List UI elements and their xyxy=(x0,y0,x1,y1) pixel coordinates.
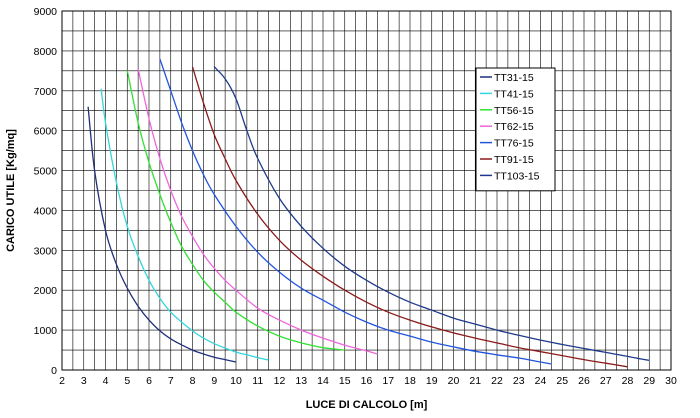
x-axis-title: LUCE DI CALCOLO [m] xyxy=(306,399,428,411)
x-tick-label: 15 xyxy=(339,375,351,387)
x-tick-label: 17 xyxy=(382,375,394,387)
y-tick-label: 3000 xyxy=(34,245,58,257)
x-tick-label: 21 xyxy=(469,375,481,387)
x-tick-label: 6 xyxy=(146,375,152,387)
x-tick-label: 8 xyxy=(190,375,196,387)
y-tick-label: 4000 xyxy=(34,205,58,217)
y-tick-label: 0 xyxy=(51,365,57,377)
legend-label: TT103-15 xyxy=(494,170,540,182)
y-tick-label: 5000 xyxy=(34,166,58,178)
x-tick-label: 3 xyxy=(81,375,87,387)
legend-box xyxy=(475,67,556,192)
x-tick-label: 26 xyxy=(578,375,590,387)
x-tick-label: 20 xyxy=(448,375,460,387)
y-tick-label: 1000 xyxy=(34,325,58,337)
x-tick-label: 4 xyxy=(103,375,109,387)
y-tick-labels: 0 1000 2000 3000 4000 5000 6000 7000 8000 9000 xyxy=(34,6,58,377)
x-tick-label: 16 xyxy=(361,375,373,387)
y-tick-label: 9000 xyxy=(34,6,58,18)
x-tick-label: 19 xyxy=(426,375,438,387)
x-tick-label: 7 xyxy=(168,375,174,387)
legend-label: TT76-15 xyxy=(494,138,534,150)
x-tick-label: 29 xyxy=(643,375,655,387)
series-line-tt41-15 xyxy=(100,88,269,361)
x-tick-label: 30 xyxy=(665,375,677,387)
series-line-tt103-15 xyxy=(213,66,650,362)
x-tick-label: 22 xyxy=(491,375,503,387)
series-line-tt31-15 xyxy=(87,106,237,363)
x-tick-label: 14 xyxy=(317,375,329,387)
x-tick-label: 9 xyxy=(211,375,217,387)
x-tick-label: 18 xyxy=(404,375,416,387)
plot-frame xyxy=(61,10,672,371)
x-tick-label: 13 xyxy=(295,375,307,387)
series-line-tt56-15 xyxy=(126,70,345,351)
y-tick-label: 8000 xyxy=(34,46,58,58)
legend-label: TT62-15 xyxy=(494,121,534,133)
x-tick-label: 12 xyxy=(274,375,286,387)
legend-label: TT41-15 xyxy=(494,88,534,100)
x-tick-label: 23 xyxy=(513,375,525,387)
x-tick-label: 24 xyxy=(535,375,547,387)
y-tick-label: 6000 xyxy=(34,126,58,138)
legend: TT31-15 TT41-15 TT56-15 TT62-15 TT76-15 TT91-… xyxy=(475,67,556,192)
legend-label: TT91-15 xyxy=(494,154,534,166)
x-tick-label: 2 xyxy=(59,375,65,387)
x-tick-label: 10 xyxy=(230,375,242,387)
y-tick-label: 7000 xyxy=(34,86,58,98)
x-tick-label: 27 xyxy=(600,375,612,387)
x-tick-label: 11 xyxy=(252,375,263,387)
series-line-tt62-15 xyxy=(137,68,378,355)
x-tick-labels: 2 3 4 5 6 7 8 9 10 11 12 13 14 15 16 17 18 19 20 21 22 23 24 25… xyxy=(59,375,677,387)
x-tick-label: 28 xyxy=(622,375,634,387)
series-line-tt91-15 xyxy=(191,66,628,368)
y-tick-label: 2000 xyxy=(34,285,58,297)
y-axis-title: CARICO UTILE [Kg/mq] xyxy=(5,129,17,252)
series-line-tt76-15 xyxy=(159,58,552,365)
grid xyxy=(61,10,672,371)
x-tick-label: 5 xyxy=(124,375,130,387)
x-tick-label: 25 xyxy=(556,375,568,387)
legend-label: TT31-15 xyxy=(494,72,534,84)
legend-label: TT56-15 xyxy=(494,105,534,117)
series-lines xyxy=(87,58,650,368)
